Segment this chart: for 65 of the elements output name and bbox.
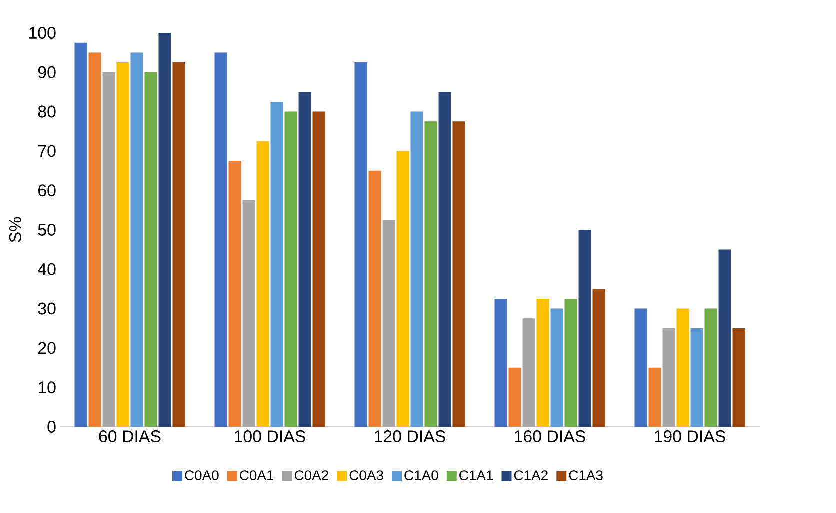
bar: [256, 141, 270, 427]
bar: [298, 92, 312, 427]
bar: [438, 92, 452, 427]
y-tick-label: 60: [38, 184, 56, 197]
y-tick-label: 10: [38, 382, 56, 394]
bar: [74, 42, 88, 427]
bar: [368, 170, 382, 427]
legend-label: C1A0: [404, 470, 438, 480]
y-tick-label: 70: [38, 145, 56, 158]
bar: [130, 52, 144, 427]
bar: [494, 298, 508, 427]
legend-label: C0A1: [240, 470, 274, 480]
bar: [578, 230, 592, 427]
bar: [536, 298, 550, 427]
legend-label: C0A3: [350, 470, 384, 480]
bar: [102, 72, 116, 427]
bar: [214, 52, 228, 427]
bar: [508, 368, 522, 427]
y-tick-label: 80: [38, 106, 56, 118]
bar: [704, 308, 718, 427]
bar: [424, 122, 438, 427]
bar: [172, 62, 186, 427]
bar: [116, 62, 130, 427]
y-tick-label: 30: [38, 302, 56, 315]
legend-label: C1A3: [569, 470, 603, 480]
bar: [382, 220, 396, 427]
x-tick-label: 190 DIAS: [655, 430, 726, 443]
bar: [88, 52, 102, 427]
bar: [312, 112, 326, 427]
bar: [564, 298, 578, 427]
bar: [634, 308, 648, 427]
bar: [144, 72, 158, 427]
bar: [228, 161, 242, 427]
y-tick-label: 50: [38, 224, 56, 236]
bar: [158, 32, 172, 427]
bar: [732, 328, 746, 427]
x-tick-label: 160 DIAS: [515, 430, 586, 443]
bar: [718, 250, 732, 427]
bar: [242, 200, 256, 427]
y-tick-label: 40: [38, 263, 56, 276]
legend-label: C0A0: [185, 470, 219, 480]
bar: [550, 308, 564, 427]
bar: [592, 289, 606, 427]
bar: [662, 328, 676, 427]
bar: [354, 62, 368, 427]
bar: [676, 308, 690, 427]
bar: [648, 368, 662, 427]
bar: [690, 328, 704, 427]
x-tick-label: 60 DIAS: [99, 430, 161, 443]
bar: [410, 112, 424, 427]
y-tick-label: 0: [48, 421, 56, 433]
bar: [396, 151, 410, 427]
y-tick-label: 100: [30, 26, 56, 39]
y-tick-label: 20: [38, 342, 56, 354]
bar: [270, 102, 284, 427]
bar: [452, 122, 466, 427]
bar: [522, 318, 536, 427]
y-tick-label: 90: [38, 66, 56, 78]
legend-label: C0A2: [294, 470, 328, 480]
legend-label: C1A1: [460, 470, 494, 480]
x-tick-label: 120 DIAS: [375, 430, 446, 443]
x-tick-label: 100 DIAS: [235, 430, 306, 443]
legend-label: C1A2: [514, 470, 548, 480]
y-axis-title: S%: [9, 217, 22, 242]
bar: [284, 112, 298, 427]
